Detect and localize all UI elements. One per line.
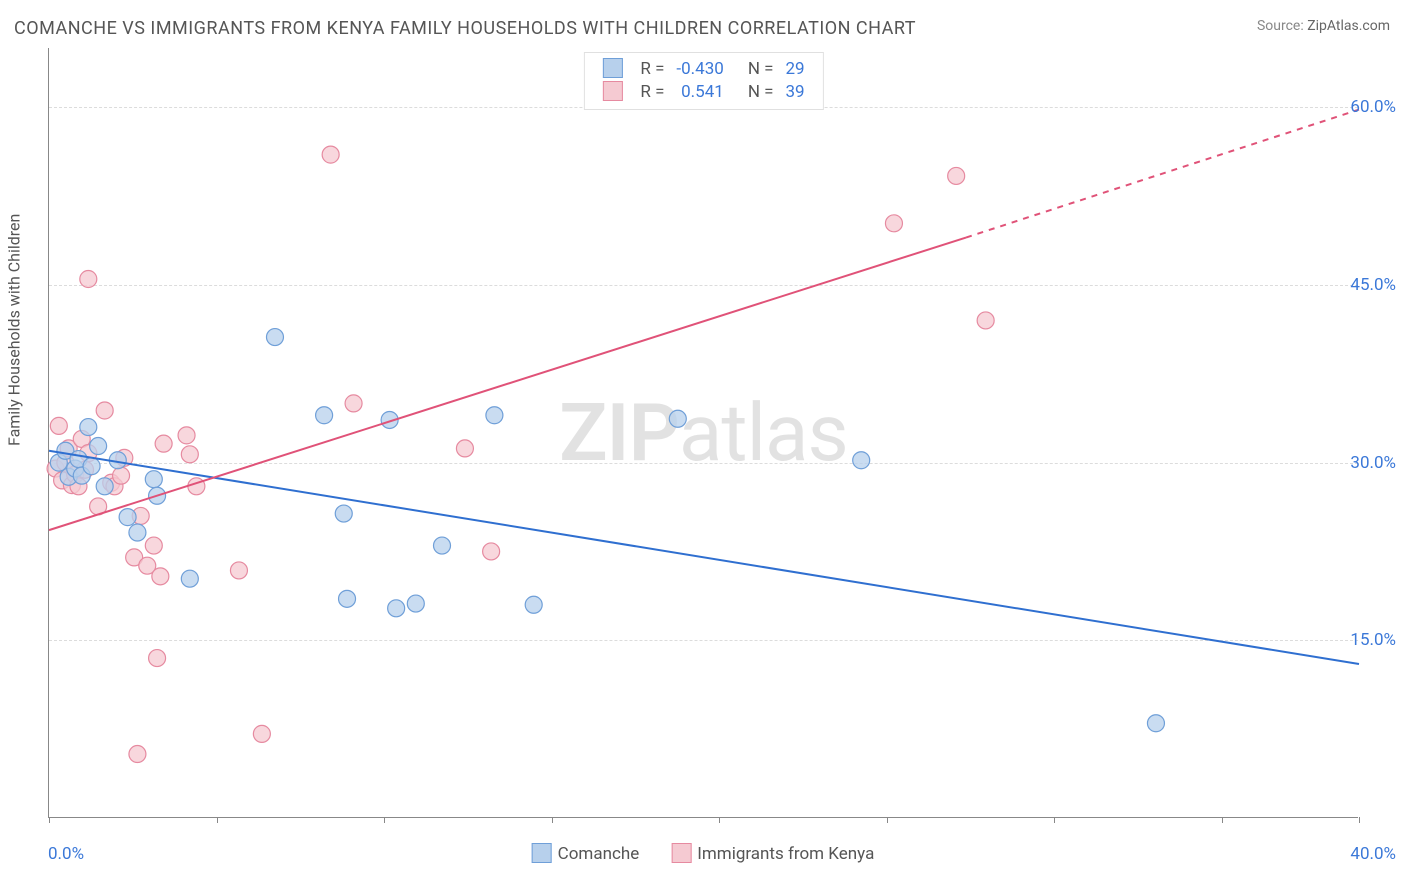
data-point xyxy=(486,407,503,424)
legend-item-kenya: Immigrants from Kenya xyxy=(671,843,874,864)
data-point xyxy=(345,395,362,412)
legend-label-kenya: Immigrants from Kenya xyxy=(697,844,874,864)
data-point xyxy=(80,419,97,436)
series-legend: Comanche Immigrants from Kenya xyxy=(532,843,875,864)
data-point xyxy=(113,467,130,484)
data-point xyxy=(145,537,162,554)
data-point xyxy=(80,271,97,288)
data-point xyxy=(322,146,339,163)
x-tick xyxy=(887,817,888,823)
r-value-1: -0.430 xyxy=(670,57,729,80)
x-tick xyxy=(384,817,385,823)
legend-swatch-1 xyxy=(602,58,622,78)
legend-label-comanche: Comanche xyxy=(558,844,640,864)
data-point xyxy=(339,590,356,607)
y-axis-label: Family Households with Children xyxy=(5,214,24,446)
chart-svg xyxy=(49,48,1358,817)
data-point xyxy=(253,725,270,742)
x-tick xyxy=(1222,817,1223,823)
data-point xyxy=(129,524,146,541)
x-min-label: 0.0% xyxy=(48,844,84,864)
data-point xyxy=(669,410,686,427)
data-point xyxy=(456,440,473,457)
data-point xyxy=(90,438,107,455)
data-point xyxy=(178,427,195,444)
data-point xyxy=(230,562,247,579)
data-point xyxy=(885,215,902,232)
stats-row-1: R = -0.430 N = 29 xyxy=(596,57,810,80)
data-point xyxy=(181,570,198,587)
data-point xyxy=(155,435,172,452)
n-value-2: 39 xyxy=(780,80,811,103)
legend-swatch-comanche xyxy=(532,843,552,863)
chart-title: COMANCHE VS IMMIGRANTS FROM KENYA FAMILY… xyxy=(14,18,916,39)
data-point xyxy=(853,452,870,469)
y-tick-label: 60.0% xyxy=(1350,97,1396,117)
data-point xyxy=(948,167,965,184)
legend-item-comanche: Comanche xyxy=(532,843,640,864)
data-point xyxy=(152,568,169,585)
data-point xyxy=(977,312,994,329)
source-label: Source: xyxy=(1257,18,1304,34)
data-point xyxy=(1147,715,1164,732)
legend-swatch-kenya xyxy=(671,843,691,863)
data-point xyxy=(50,417,67,434)
data-point xyxy=(129,746,146,763)
regression-line xyxy=(49,451,1359,664)
data-point xyxy=(181,446,198,463)
x-tick xyxy=(719,817,720,823)
data-point xyxy=(388,600,405,617)
data-point xyxy=(83,458,100,475)
data-point xyxy=(96,478,113,495)
data-point xyxy=(149,650,166,667)
x-max-label: 40.0% xyxy=(1350,844,1396,864)
r-label: R = xyxy=(634,57,670,80)
y-tick-label: 45.0% xyxy=(1350,275,1396,295)
source-name: ZipAtlas.com xyxy=(1307,18,1390,34)
y-tick-label: 30.0% xyxy=(1350,453,1396,473)
data-point xyxy=(407,595,424,612)
x-tick xyxy=(1054,817,1055,823)
x-tick xyxy=(552,817,553,823)
data-point xyxy=(96,402,113,419)
n-label: N = xyxy=(742,80,780,103)
data-point xyxy=(335,505,352,522)
y-tick-label: 15.0% xyxy=(1350,630,1396,650)
regression-line xyxy=(49,238,966,531)
legend-swatch-cell xyxy=(596,80,634,103)
data-point xyxy=(145,471,162,488)
chart-container: COMANCHE VS IMMIGRANTS FROM KENYA FAMILY… xyxy=(0,0,1406,892)
x-tick xyxy=(49,817,50,823)
plot-area: ZIPatlas R = -0.430 N = 29 R = 0.541 N =… xyxy=(48,48,1358,818)
legend-swatch-cell xyxy=(596,57,634,80)
legend-swatch-2 xyxy=(602,81,622,101)
data-point xyxy=(266,329,283,346)
n-value-1: 29 xyxy=(780,57,811,80)
r-label: R = xyxy=(634,80,670,103)
regression-line xyxy=(966,110,1359,238)
data-point xyxy=(525,596,542,613)
source-attribution: Source: ZipAtlas.com xyxy=(1257,18,1390,34)
n-label: N = xyxy=(742,57,780,80)
x-tick xyxy=(1359,817,1360,823)
data-point xyxy=(483,543,500,560)
data-point xyxy=(119,509,136,526)
stats-legend: R = -0.430 N = 29 R = 0.541 N = 39 xyxy=(583,52,823,110)
data-point xyxy=(434,537,451,554)
data-point xyxy=(316,407,333,424)
x-tick xyxy=(217,817,218,823)
r-value-2: 0.541 xyxy=(670,80,729,103)
stats-row-2: R = 0.541 N = 39 xyxy=(596,80,810,103)
